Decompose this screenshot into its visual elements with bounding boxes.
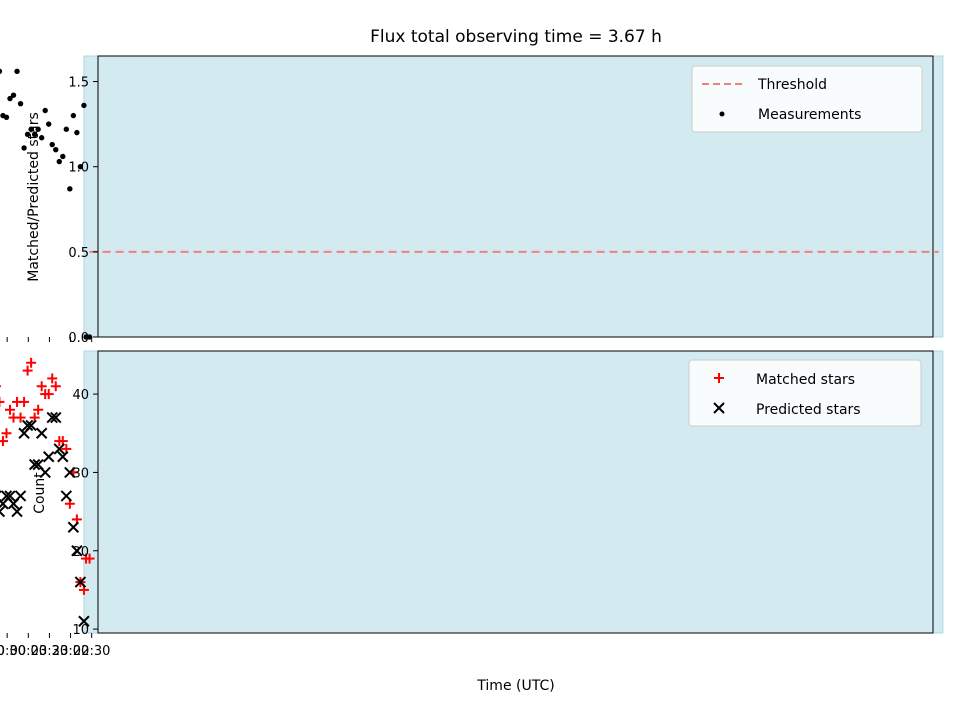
- bottom-frame: [97, 350, 934, 634]
- matched-star-point: [22, 365, 33, 376]
- legend-predicted-label: Predicted stars: [756, 402, 861, 418]
- predicted-star-point: [18, 427, 30, 439]
- matched-star-point: [4, 404, 15, 415]
- measurement-point: [7, 95, 13, 102]
- measurement-point: [77, 163, 84, 170]
- measurement-point: [38, 135, 45, 141]
- measurement-point: [35, 126, 41, 132]
- predicted-star-point: [67, 521, 80, 533]
- measurement-point: [14, 68, 20, 75]
- top-plot-title: Flux total observing time = 3.67 h: [370, 27, 662, 47]
- bottom-legend: Matched stars Predicted stars: [688, 359, 922, 427]
- top-ytick-label: 1.0: [68, 161, 89, 176]
- bottom-ylabel: Count: [32, 472, 48, 514]
- top-ytick-label: 1.5: [68, 76, 89, 91]
- measurement-point: [83, 334, 89, 340]
- matched-star-point: [8, 412, 19, 423]
- predicted-star-point: [0, 490, 13, 502]
- top-ylabel: Matched/Predicted stars: [26, 112, 42, 282]
- top-ytick-label: 0.5: [68, 246, 89, 261]
- predicted-star-point: [71, 545, 83, 557]
- measurement-point: [28, 126, 34, 132]
- top-frame: [97, 55, 934, 338]
- matched-star-point: [26, 357, 37, 368]
- matched-star-point: [50, 381, 61, 392]
- measurement-point: [63, 126, 70, 132]
- predicted-star-point: [50, 411, 62, 424]
- measurement-point: [46, 121, 52, 127]
- measurement-point: [49, 141, 55, 148]
- measurement-point: [67, 186, 73, 192]
- legend-matched-label: Matched stars: [756, 372, 855, 388]
- legend-measurements-swatch: [719, 111, 725, 117]
- bottom-xtick-label: 00:00: [10, 644, 47, 659]
- measurement-point: [81, 102, 87, 109]
- measurement-point: [0, 68, 3, 74]
- predicted-stars-points: [0, 411, 90, 627]
- predicted-star-point: [35, 427, 48, 439]
- measurement-point: [74, 129, 80, 136]
- top-legend-box: [691, 65, 923, 133]
- bottom-ytick-label: 10: [72, 623, 89, 638]
- predicted-star-point: [64, 466, 76, 479]
- measurement-points: [0, 68, 93, 340]
- predicted-star-point: [53, 443, 65, 455]
- predicted-star-point: [0, 498, 9, 510]
- predicted-star-point: [32, 458, 44, 471]
- measurement-point: [17, 100, 24, 107]
- bottom-xtick-label: 23:30: [31, 644, 68, 659]
- bottom-xtick-label: 23:00: [52, 644, 89, 659]
- predicted-star-point: [57, 451, 69, 463]
- measurement-point: [31, 131, 38, 138]
- legend-matched-swatch: [714, 373, 724, 383]
- bottom-ytick-label: 30: [72, 466, 89, 481]
- matched-star-point: [0, 436, 8, 447]
- measurement-point: [70, 112, 77, 119]
- matched-star-point: [0, 396, 5, 407]
- measurement-point: [21, 145, 27, 151]
- bottom-xtick-label: 00:30: [0, 644, 26, 659]
- matched-star-point: [1, 428, 12, 439]
- predicted-star-point: [74, 576, 87, 588]
- bottom-xlabel: Time (UTC): [476, 678, 554, 694]
- top-axes: 0.0 0.5 1.0 1.5: [6, 55, 934, 346]
- matched-star-point: [54, 436, 65, 447]
- predicted-star-point: [11, 505, 23, 518]
- measurement-point: [10, 92, 17, 98]
- legend-threshold-label: Threshold: [757, 77, 827, 93]
- bottom-axes: 1020304022:3023:0023:3000:0000:3001:0001…: [0, 350, 934, 659]
- predicted-star-point: [78, 615, 90, 627]
- predicted-star-point: [46, 411, 58, 424]
- matched-star-point: [40, 389, 51, 400]
- matched-star-point: [81, 553, 92, 564]
- matched-star-point: [47, 373, 58, 384]
- measurement-point: [0, 112, 6, 119]
- legend-predicted-swatch: [713, 402, 725, 414]
- top-legend: Threshold Measurements: [691, 65, 923, 133]
- predicted-star-point: [21, 419, 34, 432]
- matched-star-point: [36, 381, 47, 392]
- bottom-ytick-label: 20: [72, 545, 89, 560]
- bottom-xtick-label: 22:30: [73, 644, 110, 659]
- matched-star-point: [12, 396, 23, 407]
- predicted-star-point: [28, 458, 41, 471]
- bottom-xtick-label: 01:00: [0, 644, 5, 659]
- top-ytick-label: 0.0: [68, 331, 89, 346]
- predicted-star-point: [60, 490, 73, 502]
- bottom-legend-box: [688, 359, 922, 427]
- predicted-star-point: [0, 505, 6, 518]
- measurement-point: [24, 131, 31, 138]
- measurement-point: [60, 153, 66, 160]
- bottom-ytick-label: 40: [72, 388, 89, 403]
- measurement-point: [56, 158, 62, 165]
- measurement-point: [42, 107, 48, 114]
- legend-measurements-label: Measurements: [758, 107, 861, 123]
- matched-star-point: [33, 404, 44, 415]
- predicted-star-point: [43, 451, 55, 463]
- measurement-point: [53, 146, 59, 153]
